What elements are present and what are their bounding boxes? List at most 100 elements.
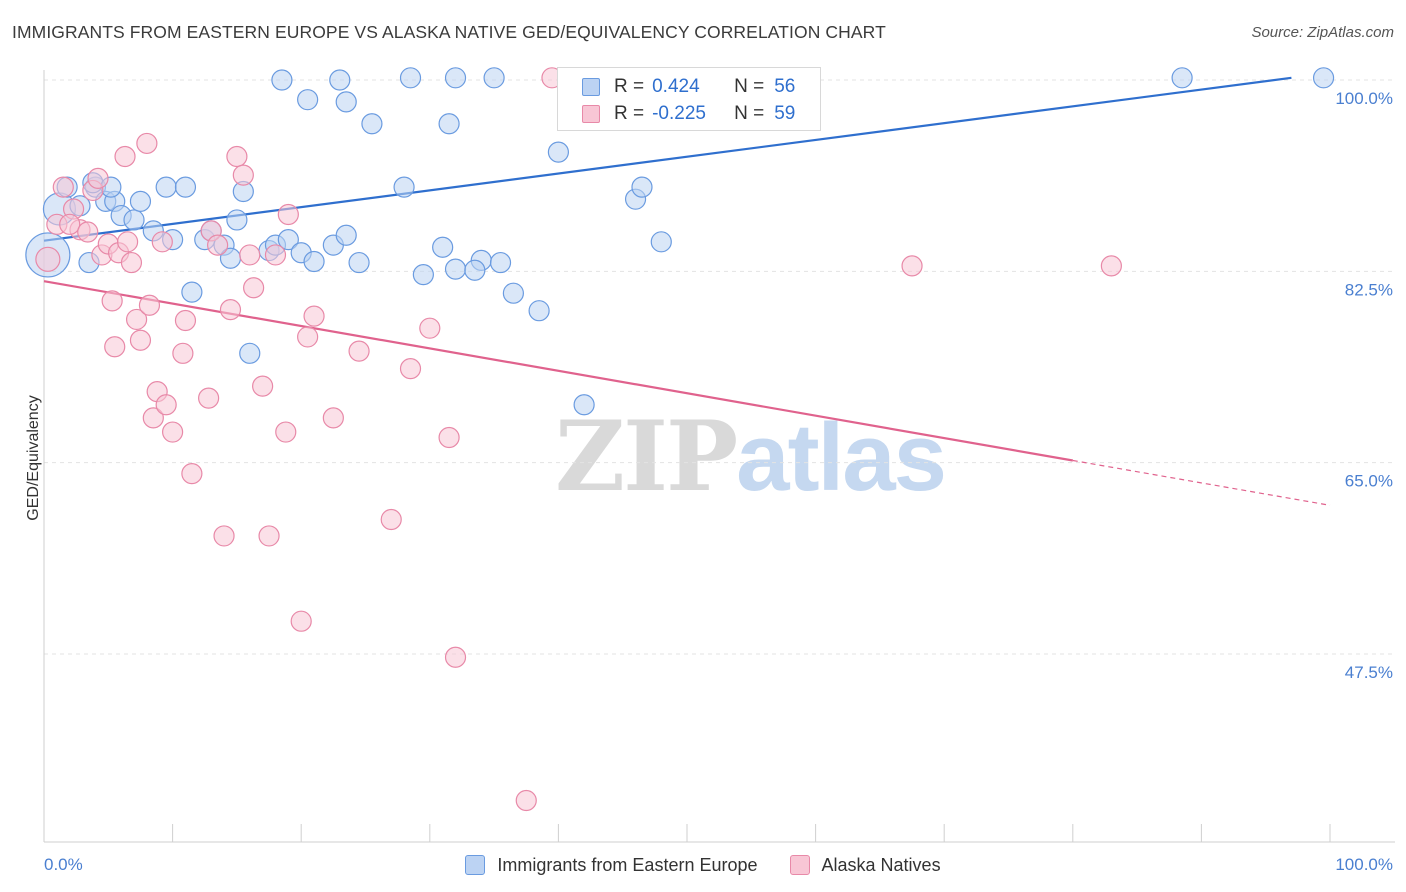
point-eastern-europe — [547, 141, 570, 163]
point-alaska-natives — [162, 421, 184, 443]
point-alaska-natives — [172, 342, 194, 364]
point-alaska-natives — [77, 221, 99, 243]
point-alaska-natives — [52, 176, 74, 198]
legend-label: Alaska Natives — [821, 854, 941, 875]
point-alaska-natives — [438, 426, 460, 449]
point-alaska-natives — [232, 164, 254, 186]
point-eastern-europe — [361, 113, 383, 135]
point-eastern-europe — [277, 229, 299, 251]
point-alaska-natives — [142, 407, 164, 429]
data-points — [25, 67, 1335, 812]
point-alaska-natives — [181, 463, 203, 485]
legend-label: Immigrants from Eastern Europe — [497, 854, 758, 875]
point-eastern-europe — [297, 89, 319, 111]
point-eastern-europe — [393, 176, 415, 198]
point-eastern-europe — [502, 282, 524, 304]
point-eastern-europe — [399, 67, 422, 89]
point-alaska-natives — [207, 234, 229, 256]
point-eastern-europe — [573, 394, 595, 416]
point-alaska-natives — [444, 646, 467, 668]
point-alaska-natives — [138, 294, 161, 316]
point-alaska-natives — [129, 329, 152, 351]
legend-swatch-eastern-europe — [465, 855, 486, 875]
y-tick-label: 47.5% — [1345, 663, 1393, 682]
point-alaska-natives — [1100, 255, 1122, 277]
point-eastern-europe — [432, 236, 454, 258]
point-alaska-natives — [120, 251, 143, 274]
point-eastern-europe — [329, 69, 351, 91]
point-alaska-natives — [264, 244, 287, 266]
legend-row-eastern-europe: R = 0.424 N = 56 — [582, 74, 795, 100]
n-value: 56 — [774, 76, 796, 97]
point-alaska-natives — [104, 336, 126, 358]
point-eastern-europe — [412, 264, 434, 286]
y-axis-label: GED/Equivalency — [25, 395, 42, 520]
watermark-zip: ZIP — [555, 400, 738, 513]
trend-line-eastern-europe — [43, 76, 1292, 242]
point-eastern-europe — [348, 251, 370, 274]
point-alaska-natives — [515, 789, 537, 812]
point-alaska-natives — [239, 244, 261, 266]
point-eastern-europe — [239, 342, 261, 364]
point-eastern-europe — [444, 67, 467, 89]
point-eastern-europe — [271, 69, 293, 91]
legend-swatch-alaska-natives — [582, 105, 600, 123]
point-alaska-natives — [275, 421, 297, 443]
point-eastern-europe — [129, 190, 152, 212]
point-alaska-natives — [125, 308, 148, 331]
point-alaska-natives — [198, 387, 220, 409]
point-alaska-natives — [151, 231, 173, 253]
legend-item-alaska-natives[interactable]: Alaska Natives — [789, 854, 941, 876]
point-alaska-natives — [174, 309, 197, 332]
watermark-atlas: atlas — [736, 404, 947, 511]
point-eastern-europe — [438, 113, 460, 135]
watermark: ZIPatlas — [555, 400, 947, 513]
point-eastern-europe — [483, 67, 505, 89]
point-eastern-europe — [335, 91, 357, 113]
axes — [43, 70, 1395, 843]
point-eastern-europe — [444, 258, 467, 280]
point-alaska-natives — [303, 305, 325, 327]
correlation-legend: R = 0.424 N = 56 R = -0.225 N = 59 — [557, 67, 821, 131]
point-eastern-europe — [489, 251, 512, 274]
x-tick-label-max: 100.0% — [1335, 855, 1393, 874]
x-tick-label-min: 0.0% — [44, 855, 83, 874]
point-eastern-europe — [181, 281, 203, 303]
n-value: 59 — [774, 103, 796, 124]
trend-lines — [43, 76, 1331, 506]
n-label: N = — [734, 103, 765, 124]
legend-swatch-eastern-europe — [582, 78, 600, 96]
trend-line-alaska-natives — [43, 280, 1073, 462]
r-value: -0.225 — [652, 103, 706, 124]
series-legend: Immigrants from Eastern Europe Alaska Na… — [0, 852, 1406, 878]
axis-labels: 100.0% 82.5% 65.0% 47.5% 0.0% 100.0% GED/Equiv… — [25, 89, 1393, 874]
r-value: 0.424 — [652, 76, 700, 97]
point-eastern-europe — [335, 224, 357, 246]
legend-row-alaska-natives: R = -0.225 N = 59 — [582, 101, 795, 127]
point-alaska-natives — [277, 203, 299, 226]
chart-title: IMMIGRANTS FROM EASTERN EUROPE VS ALASKA… — [12, 22, 886, 42]
point-alaska-natives — [35, 246, 61, 272]
legend-item-eastern-europe[interactable]: Immigrants from Eastern Europe — [465, 854, 758, 876]
point-alaska-natives — [59, 213, 81, 235]
point-eastern-europe — [226, 209, 248, 231]
point-eastern-europe — [155, 176, 177, 198]
point-alaska-natives — [136, 132, 158, 155]
trend-line-alaska-natives-extension — [1072, 459, 1331, 506]
point-alaska-natives — [116, 231, 139, 253]
point-eastern-europe — [123, 209, 145, 231]
point-eastern-europe — [1312, 67, 1335, 89]
point-eastern-europe — [631, 176, 653, 198]
source-credit: Source: ZipAtlas.com — [1251, 24, 1394, 41]
point-alaska-natives — [219, 299, 242, 321]
point-eastern-europe — [650, 231, 672, 253]
y-tick-label: 65.0% — [1345, 472, 1393, 491]
point-eastern-europe — [1171, 67, 1193, 89]
point-alaska-natives — [101, 290, 123, 312]
point-alaska-natives — [226, 145, 248, 168]
legend-swatch-alaska-natives — [789, 855, 810, 875]
point-eastern-europe — [464, 259, 486, 281]
y-tick-label: 82.5% — [1345, 280, 1393, 299]
y-tick-label: 100.0% — [1335, 89, 1393, 108]
